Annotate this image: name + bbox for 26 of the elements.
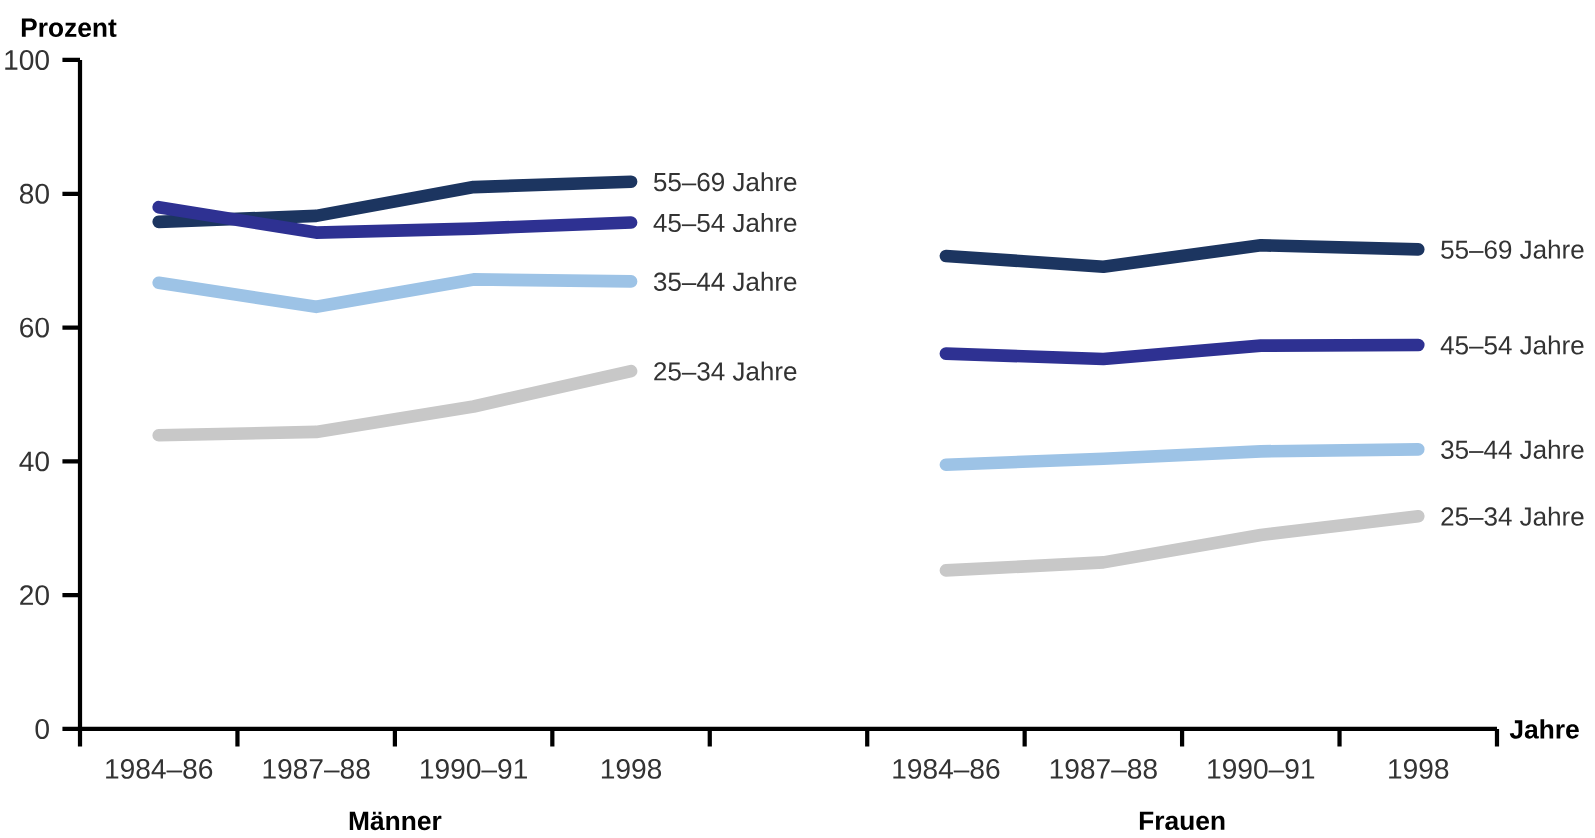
x-tick-label: 1990–91: [1208, 758, 1315, 779]
y-tick-label: 100: [5, 50, 49, 70]
y-axis-title: Prozent: [21, 18, 117, 38]
series-label: 25–34 Jahre: [654, 361, 797, 381]
text: Männer: [349, 811, 442, 831]
y-tick-label: 40: [19, 451, 49, 472]
x-tick-label: 1987–88: [263, 758, 370, 779]
y-tick-label: 20: [20, 585, 49, 606]
y-tick-label: 80: [19, 183, 49, 204]
series-label: 45–54 Jahre: [653, 213, 797, 233]
text: Frauen: [1139, 811, 1225, 831]
series-label: 55–69 Jahre: [653, 172, 797, 192]
x-tick-label: 1990–91: [421, 758, 527, 779]
x-tick-label: 1984–86: [106, 758, 213, 779]
text: 55–69 Jahre: [1441, 239, 1584, 259]
x-tick-label: 1998: [1389, 758, 1449, 779]
series-label: 35–44 Jahre: [653, 271, 797, 291]
x-tick-label: 1984–86: [893, 758, 1000, 779]
text: 25–34 Jahre: [1441, 506, 1584, 526]
x-axis-title: Jahre: [1509, 719, 1579, 739]
x-tick-label: 1998: [601, 758, 662, 779]
x-tick-label: 1987–88: [1050, 758, 1157, 779]
text: 35–44 Jahre: [1441, 439, 1584, 459]
text: 45–54 Jahre: [1440, 335, 1584, 355]
y-tick-label: 0: [35, 719, 49, 739]
y-tick-label: 60: [20, 317, 49, 338]
